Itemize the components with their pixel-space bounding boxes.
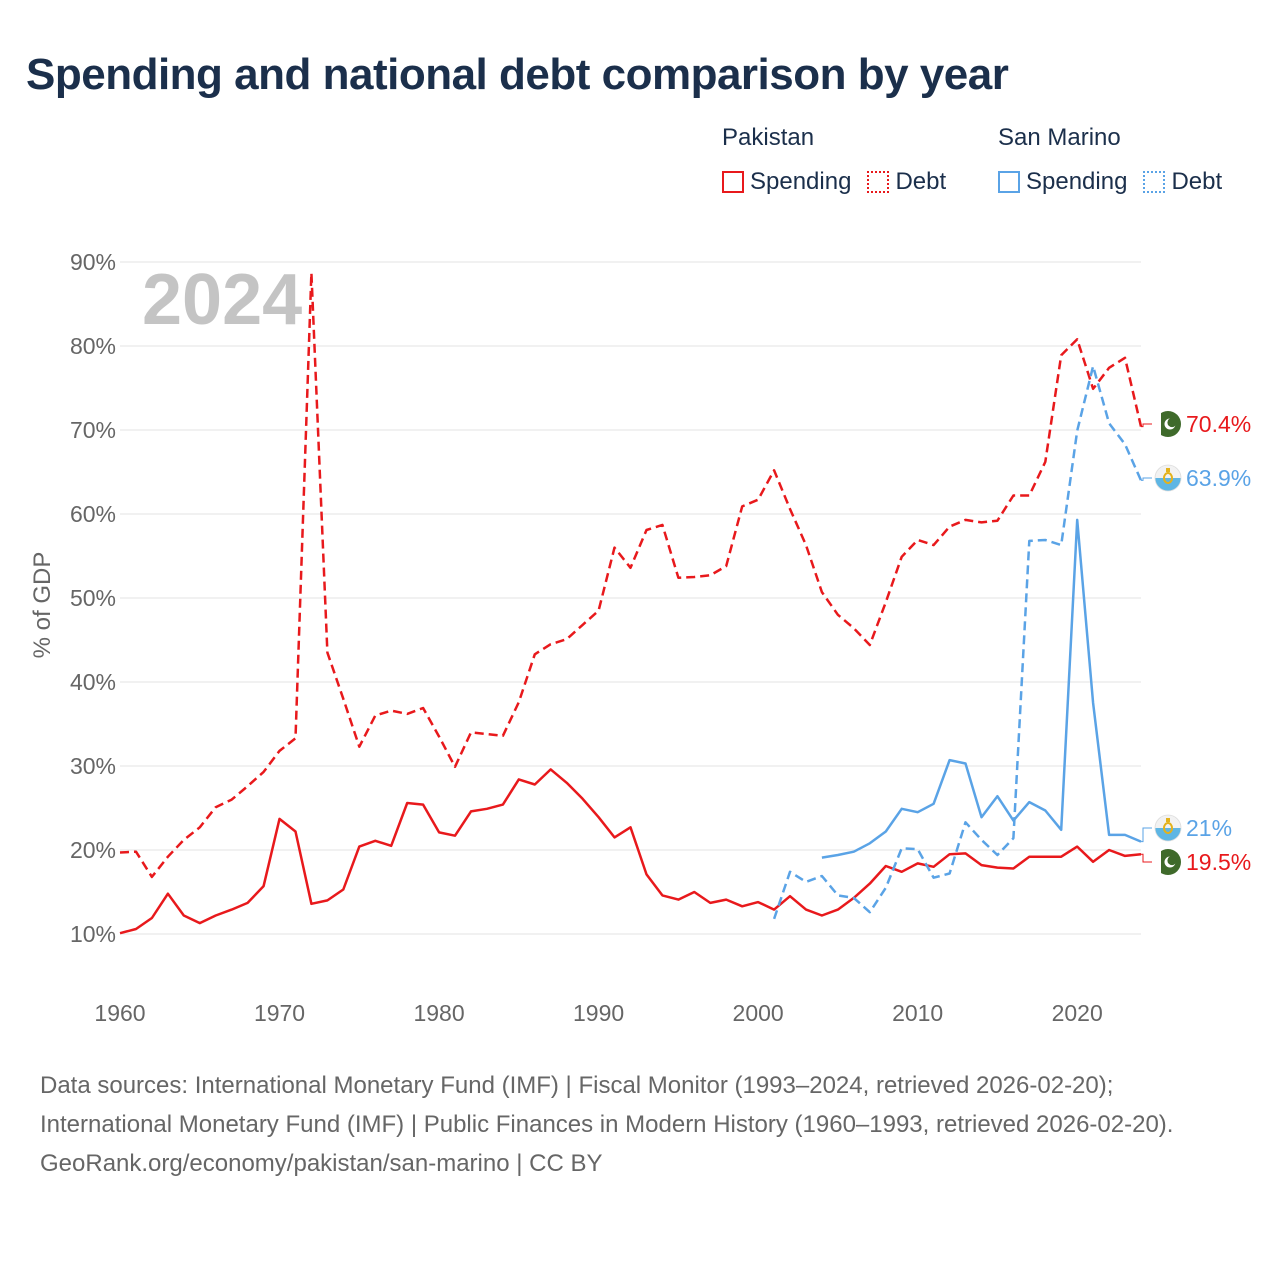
y-tick-label: 20% — [70, 837, 116, 863]
end-label-connector — [1141, 423, 1152, 428]
series-line-san-marino-spending[interactable] — [821, 518, 1142, 859]
y-tick-label: 70% — [70, 417, 116, 443]
y-tick-label: 90% — [70, 249, 116, 275]
legend-item-label: Spending — [1026, 168, 1128, 195]
legend-country-label: Pakistan — [722, 124, 815, 151]
x-tick-label: 1990 — [573, 1000, 624, 1026]
legend-item-label: Debt — [895, 168, 947, 195]
legend-item-san-marino-spending[interactable]: Spending — [998, 168, 1127, 196]
series-line-pakistan-debt[interactable] — [119, 271, 1143, 879]
dotted-line-swatch-icon — [1143, 171, 1166, 193]
end-label-connector — [1141, 477, 1152, 481]
series-line-san-marino-debt[interactable] — [772, 364, 1143, 920]
y-tick-label: 60% — [70, 501, 116, 527]
legend-pakistan: Pakistan Spending Debt — [722, 124, 962, 196]
x-tick-label: 1970 — [254, 1000, 305, 1026]
end-label-connector — [1141, 827, 1152, 843]
end-value-label: 63.9% — [1186, 465, 1251, 491]
y-axis-label: % of GDP — [29, 552, 56, 659]
end-value-label: 19.5% — [1186, 849, 1251, 875]
x-tick-label: 2010 — [892, 1000, 943, 1026]
pakistan-flag-icon — [1155, 849, 1181, 875]
chart-title: Spending and national debt comparison by… — [26, 50, 1009, 99]
y-tick-label: 80% — [70, 333, 116, 359]
solid-line-swatch-icon — [998, 171, 1020, 193]
legend-item-san-marino-debt[interactable]: Debt — [1143, 168, 1222, 196]
legend-san-marino: San Marino Spending Debt — [998, 124, 1238, 196]
end-label-connector — [1141, 853, 1152, 863]
san-marino-flag-icon — [1154, 814, 1182, 842]
data-sources: Data sources: International Monetary Fun… — [40, 1072, 1174, 1138]
pakistan-flag-icon — [1155, 411, 1181, 437]
y-tick-label: 30% — [70, 753, 116, 779]
y-tick-label: 40% — [70, 669, 116, 695]
legend-item-pakistan-debt[interactable]: Debt — [867, 168, 946, 196]
series-line-pakistan-spending[interactable] — [119, 768, 1142, 935]
legend-item-label: Spending — [750, 168, 852, 195]
x-tick-label: 1960 — [94, 1000, 145, 1026]
footer: Data sources: International Monetary Fun… — [40, 1066, 1240, 1183]
solid-line-swatch-icon — [722, 171, 744, 193]
y-tick-label: 50% — [70, 585, 116, 611]
legend-item-label: Debt — [1171, 168, 1223, 195]
x-tick-label: 2000 — [733, 1000, 784, 1026]
legend-item-pakistan-spending[interactable]: Spending — [722, 168, 851, 196]
source-link[interactable]: GeoRank.org/economy/pakistan/san-marino … — [40, 1150, 603, 1177]
legend-country-label: San Marino — [998, 124, 1121, 151]
year-watermark: 2024 — [142, 260, 302, 340]
line-chart: 2024 10% 20% 30% 40% 50% 60% 70% 80% 90% 1960 197… — [29, 249, 1251, 1026]
san-marino-flag-icon — [1154, 464, 1182, 492]
x-tick-label: 2020 — [1052, 1000, 1103, 1026]
x-tick-label: 1980 — [413, 1000, 464, 1026]
y-tick-label: 10% — [70, 921, 116, 947]
dotted-line-swatch-icon — [867, 171, 890, 193]
end-value-label: 21% — [1186, 815, 1232, 841]
end-value-label: 70.4% — [1186, 411, 1251, 437]
